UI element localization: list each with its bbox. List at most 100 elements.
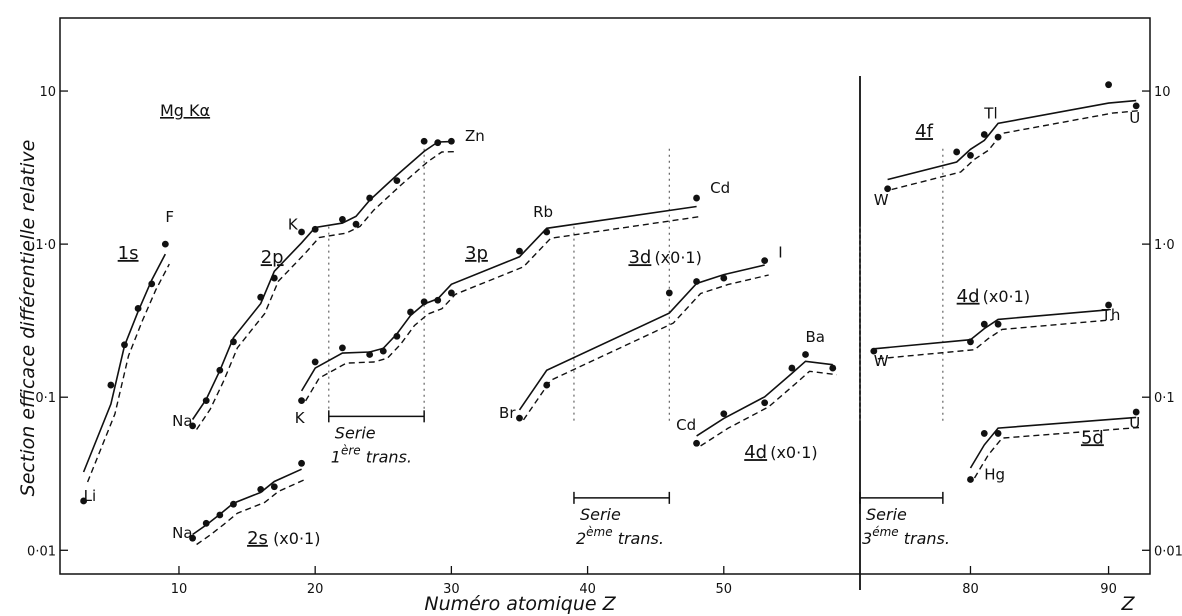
series-theory-line [891,109,1141,191]
series-label-factor: (x0·1) [770,443,817,462]
data-point [516,247,523,255]
series-theory-line [304,215,701,402]
x-tick-label: 40 [579,582,596,597]
data-point [516,414,523,422]
data-point [1105,81,1112,89]
series-theory-line [700,370,837,447]
data-point [339,216,346,223]
marks-layer: 0·01 0·01 0·1 0·1 1·0 1·0 10 10 10 20 30 40 50 80 90 Se… [27,81,1182,597]
series-fit-line [300,205,697,392]
data-point [829,364,837,372]
data-point [298,459,305,467]
data-point [393,177,401,184]
series-fit-line [873,309,1109,350]
data-point [311,358,319,366]
element-label: Li [84,487,97,505]
y-tick-label-left: 0·1 [35,391,56,406]
transition-label-serie: Serie [580,505,621,524]
y-tick-label-right: 0·1 [1154,391,1175,406]
data-point [202,519,210,527]
x-axis-label-right: Z [1120,593,1135,615]
data-point [189,422,196,430]
x-tick-label: 30 [443,582,460,597]
data-point [420,298,428,306]
data-point [393,332,401,340]
series-label: 4d [744,442,767,463]
series-label: 2p [261,247,284,268]
data-point [967,338,974,346]
series-theory-line [196,478,306,546]
series-theory-line [877,319,1113,360]
data-point [967,151,974,159]
series-label: 3d [628,247,651,268]
data-point [311,225,319,233]
data-point [543,381,551,389]
element-label: Na [172,524,192,542]
series-theory-line [522,274,769,421]
data-point [994,320,1002,328]
data-point [994,430,1002,437]
series-fit-line [191,140,452,420]
y-tick-label-right: 10 [1154,85,1171,100]
data-point [953,148,961,156]
element-label: Br [499,404,516,422]
data-point [980,320,988,328]
data-point [80,497,88,505]
series-label-factor: (x0·1) [273,529,320,548]
data-point [665,289,673,297]
element-label: Tl [983,105,997,123]
data-point [761,399,769,407]
x-tick-label: 20 [307,582,324,597]
data-point [802,351,809,358]
y-axis-label: Section efficace différentielle relative [17,140,39,497]
data-point [884,185,892,193]
data-point [407,308,414,316]
element-label: Zn [465,127,485,145]
data-point [870,347,878,355]
data-point [980,430,988,437]
data-point [216,511,224,519]
series-label: 5d [1081,427,1104,448]
y-tick-label-right: 1·0 [1154,238,1175,253]
series-label: 3p [465,243,488,264]
data-point [366,351,374,358]
series-theory-line [973,426,1141,479]
data-point [543,228,551,236]
data-point [339,344,346,352]
data-point [270,274,278,282]
element-label: Th [1101,306,1121,324]
data-point [134,305,142,312]
data-point [420,137,428,145]
transition-label-serie: Serie [335,423,376,442]
data-point [447,289,455,297]
data-point [379,347,387,355]
element-label: K [295,409,306,427]
x-axis-label: Numéro atomique Z [424,593,616,615]
data-point [434,139,442,147]
data-point [121,341,128,349]
series-theory-line [196,150,456,430]
series-theory-line [86,263,170,483]
series-label: 4d [957,286,980,307]
plot-frame [59,17,1151,575]
data-point [788,364,796,372]
element-label: W [874,191,889,209]
transition-label-serie: Serie [866,505,907,524]
data-point [257,293,265,301]
data-point [967,476,974,483]
series-label: 4f [915,121,933,142]
data-point [693,439,700,447]
data-point [1132,102,1140,110]
data-point [216,366,224,374]
series-fit-line [518,264,765,411]
data-point [761,257,769,265]
data-point [720,410,728,418]
element-label: U [1129,414,1140,432]
element-label: K [288,215,299,233]
element-label: Cd [710,179,730,197]
data-point [447,137,455,145]
x-tick-label: 90 [1100,582,1117,597]
element-label: F [165,208,174,226]
data-point [366,194,374,202]
